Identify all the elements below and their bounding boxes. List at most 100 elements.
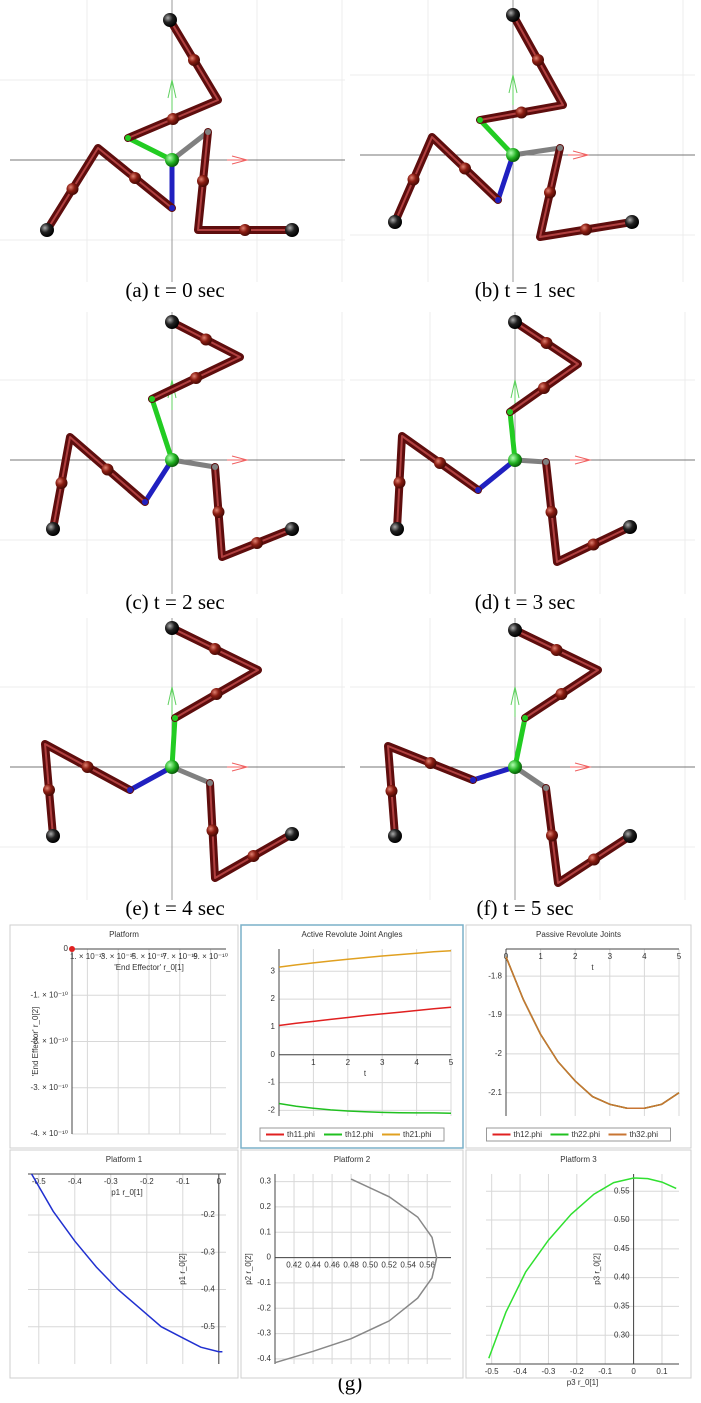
leg-link	[210, 783, 292, 878]
x-arrow	[568, 151, 588, 159]
plot-frame	[466, 925, 691, 1148]
end-joint	[212, 464, 218, 470]
y-tick-label: 1	[271, 1022, 276, 1031]
leg-link	[546, 788, 630, 883]
end-joint	[470, 777, 476, 783]
platform-link	[498, 155, 513, 200]
legend-label: th11.phi	[287, 1130, 315, 1139]
plot-frame	[466, 1150, 691, 1378]
joint	[102, 464, 114, 476]
y-axis-label: p2 r_0[2]	[244, 1253, 253, 1285]
x-tick-label: 4	[414, 1058, 419, 1067]
end-joint	[522, 715, 528, 721]
leg-link	[198, 132, 292, 230]
snapshot	[350, 312, 695, 594]
y-tick-label: -0.5	[201, 1322, 215, 1331]
base-ball	[388, 215, 402, 229]
end-joint	[557, 145, 563, 151]
joint	[459, 163, 471, 175]
y-tick-label: -4. × 10⁻¹⁰	[31, 1129, 68, 1138]
plot-title: Platform 3	[560, 1155, 597, 1164]
base-ball	[623, 520, 637, 534]
legend-label: th12.phi	[514, 1130, 543, 1139]
end-joint	[507, 409, 513, 415]
snapshot-caption: (f) t = 5 sec	[477, 896, 574, 920]
figure: (g) (a) t = 0 sec(b) t = 1 sec(c) t = 2 …	[0, 0, 701, 1403]
joint	[434, 457, 446, 469]
x-tick-label: 3	[608, 952, 613, 961]
y-tick-label: 0.40	[614, 1273, 630, 1282]
joint	[551, 644, 563, 656]
platform-center	[165, 453, 179, 467]
x-tick-label: 0	[631, 1367, 636, 1376]
base-ball	[390, 522, 404, 536]
platform-link	[130, 767, 172, 790]
y-tick-label: -1. × 10⁻¹⁰	[31, 990, 68, 999]
platform-link	[510, 412, 515, 460]
platform-link	[478, 460, 515, 490]
platform-link	[515, 718, 525, 767]
y-tick-label: 0.2	[260, 1202, 272, 1211]
joint	[56, 477, 68, 489]
base-ball	[46, 829, 60, 843]
end-joint	[475, 487, 481, 493]
snapshot-caption: (a) t = 0 sec	[125, 278, 224, 302]
y-tick-label: -0.4	[257, 1354, 271, 1363]
y-tick-label: 0.3	[260, 1177, 272, 1186]
joint	[386, 785, 398, 797]
base-ball	[285, 522, 299, 536]
end-joint	[205, 129, 211, 135]
base-ball	[46, 522, 60, 536]
x-tick-label: -0.1	[176, 1177, 190, 1186]
platform-center	[165, 760, 179, 774]
end-joint	[149, 396, 155, 402]
x-tick-label: 0.52	[381, 1261, 397, 1270]
base-ball	[40, 223, 54, 237]
x-tick-label: 7. × 10⁻¹⁰	[162, 952, 197, 961]
x-tick-label: 4	[642, 952, 647, 961]
joint	[43, 784, 55, 796]
snapshot	[0, 0, 345, 282]
y-tick-label: 0	[64, 944, 69, 953]
joint	[580, 224, 592, 236]
plot-title: Platform	[109, 930, 139, 939]
x-tick-label: 1. × 10⁻¹⁰	[70, 952, 105, 961]
joint	[251, 537, 263, 549]
end-joint	[543, 459, 549, 465]
joint	[188, 54, 200, 66]
joint	[209, 643, 221, 655]
joint	[544, 187, 556, 199]
joint	[129, 172, 141, 184]
y-tick-label: -1	[268, 1078, 276, 1087]
snapshot-caption: (c) t = 2 sec	[125, 590, 224, 614]
plot-title: Active Revolute Joint Angles	[302, 930, 403, 939]
y-tick-label: 2	[271, 994, 276, 1003]
joint	[190, 372, 202, 384]
joint	[425, 757, 437, 769]
joint	[588, 539, 600, 551]
plot-title: Passive Revolute Joints	[536, 930, 621, 939]
base-ball	[625, 215, 639, 229]
x-tick-label: 5. × 10⁻¹⁰	[132, 952, 167, 961]
x-axis-label: 'End Effector' r_0[1]	[114, 963, 184, 972]
snapshot	[350, 618, 695, 900]
end-joint	[125, 135, 131, 141]
platform-center	[165, 153, 179, 167]
joint	[200, 334, 212, 346]
x-arrow	[570, 763, 590, 771]
base-ball	[285, 827, 299, 841]
base-ball	[165, 315, 179, 329]
x-tick-label: 3	[380, 1058, 385, 1067]
plot-title: Platform 1	[106, 1155, 143, 1164]
x-tick-label: 0.46	[324, 1261, 340, 1270]
legend-label: th21.phi	[403, 1130, 432, 1139]
platform-center	[508, 760, 522, 774]
x-tick-label: -0.2	[140, 1177, 154, 1186]
platform-link	[128, 138, 172, 160]
y-tick-label: -1.8	[488, 971, 502, 980]
x-axis-label: p3 r_0[1]	[567, 1378, 599, 1387]
x-tick-label: -0.5	[485, 1367, 499, 1376]
joint	[213, 506, 225, 518]
y-tick-label: 0.35	[614, 1302, 630, 1311]
joint	[207, 825, 219, 837]
